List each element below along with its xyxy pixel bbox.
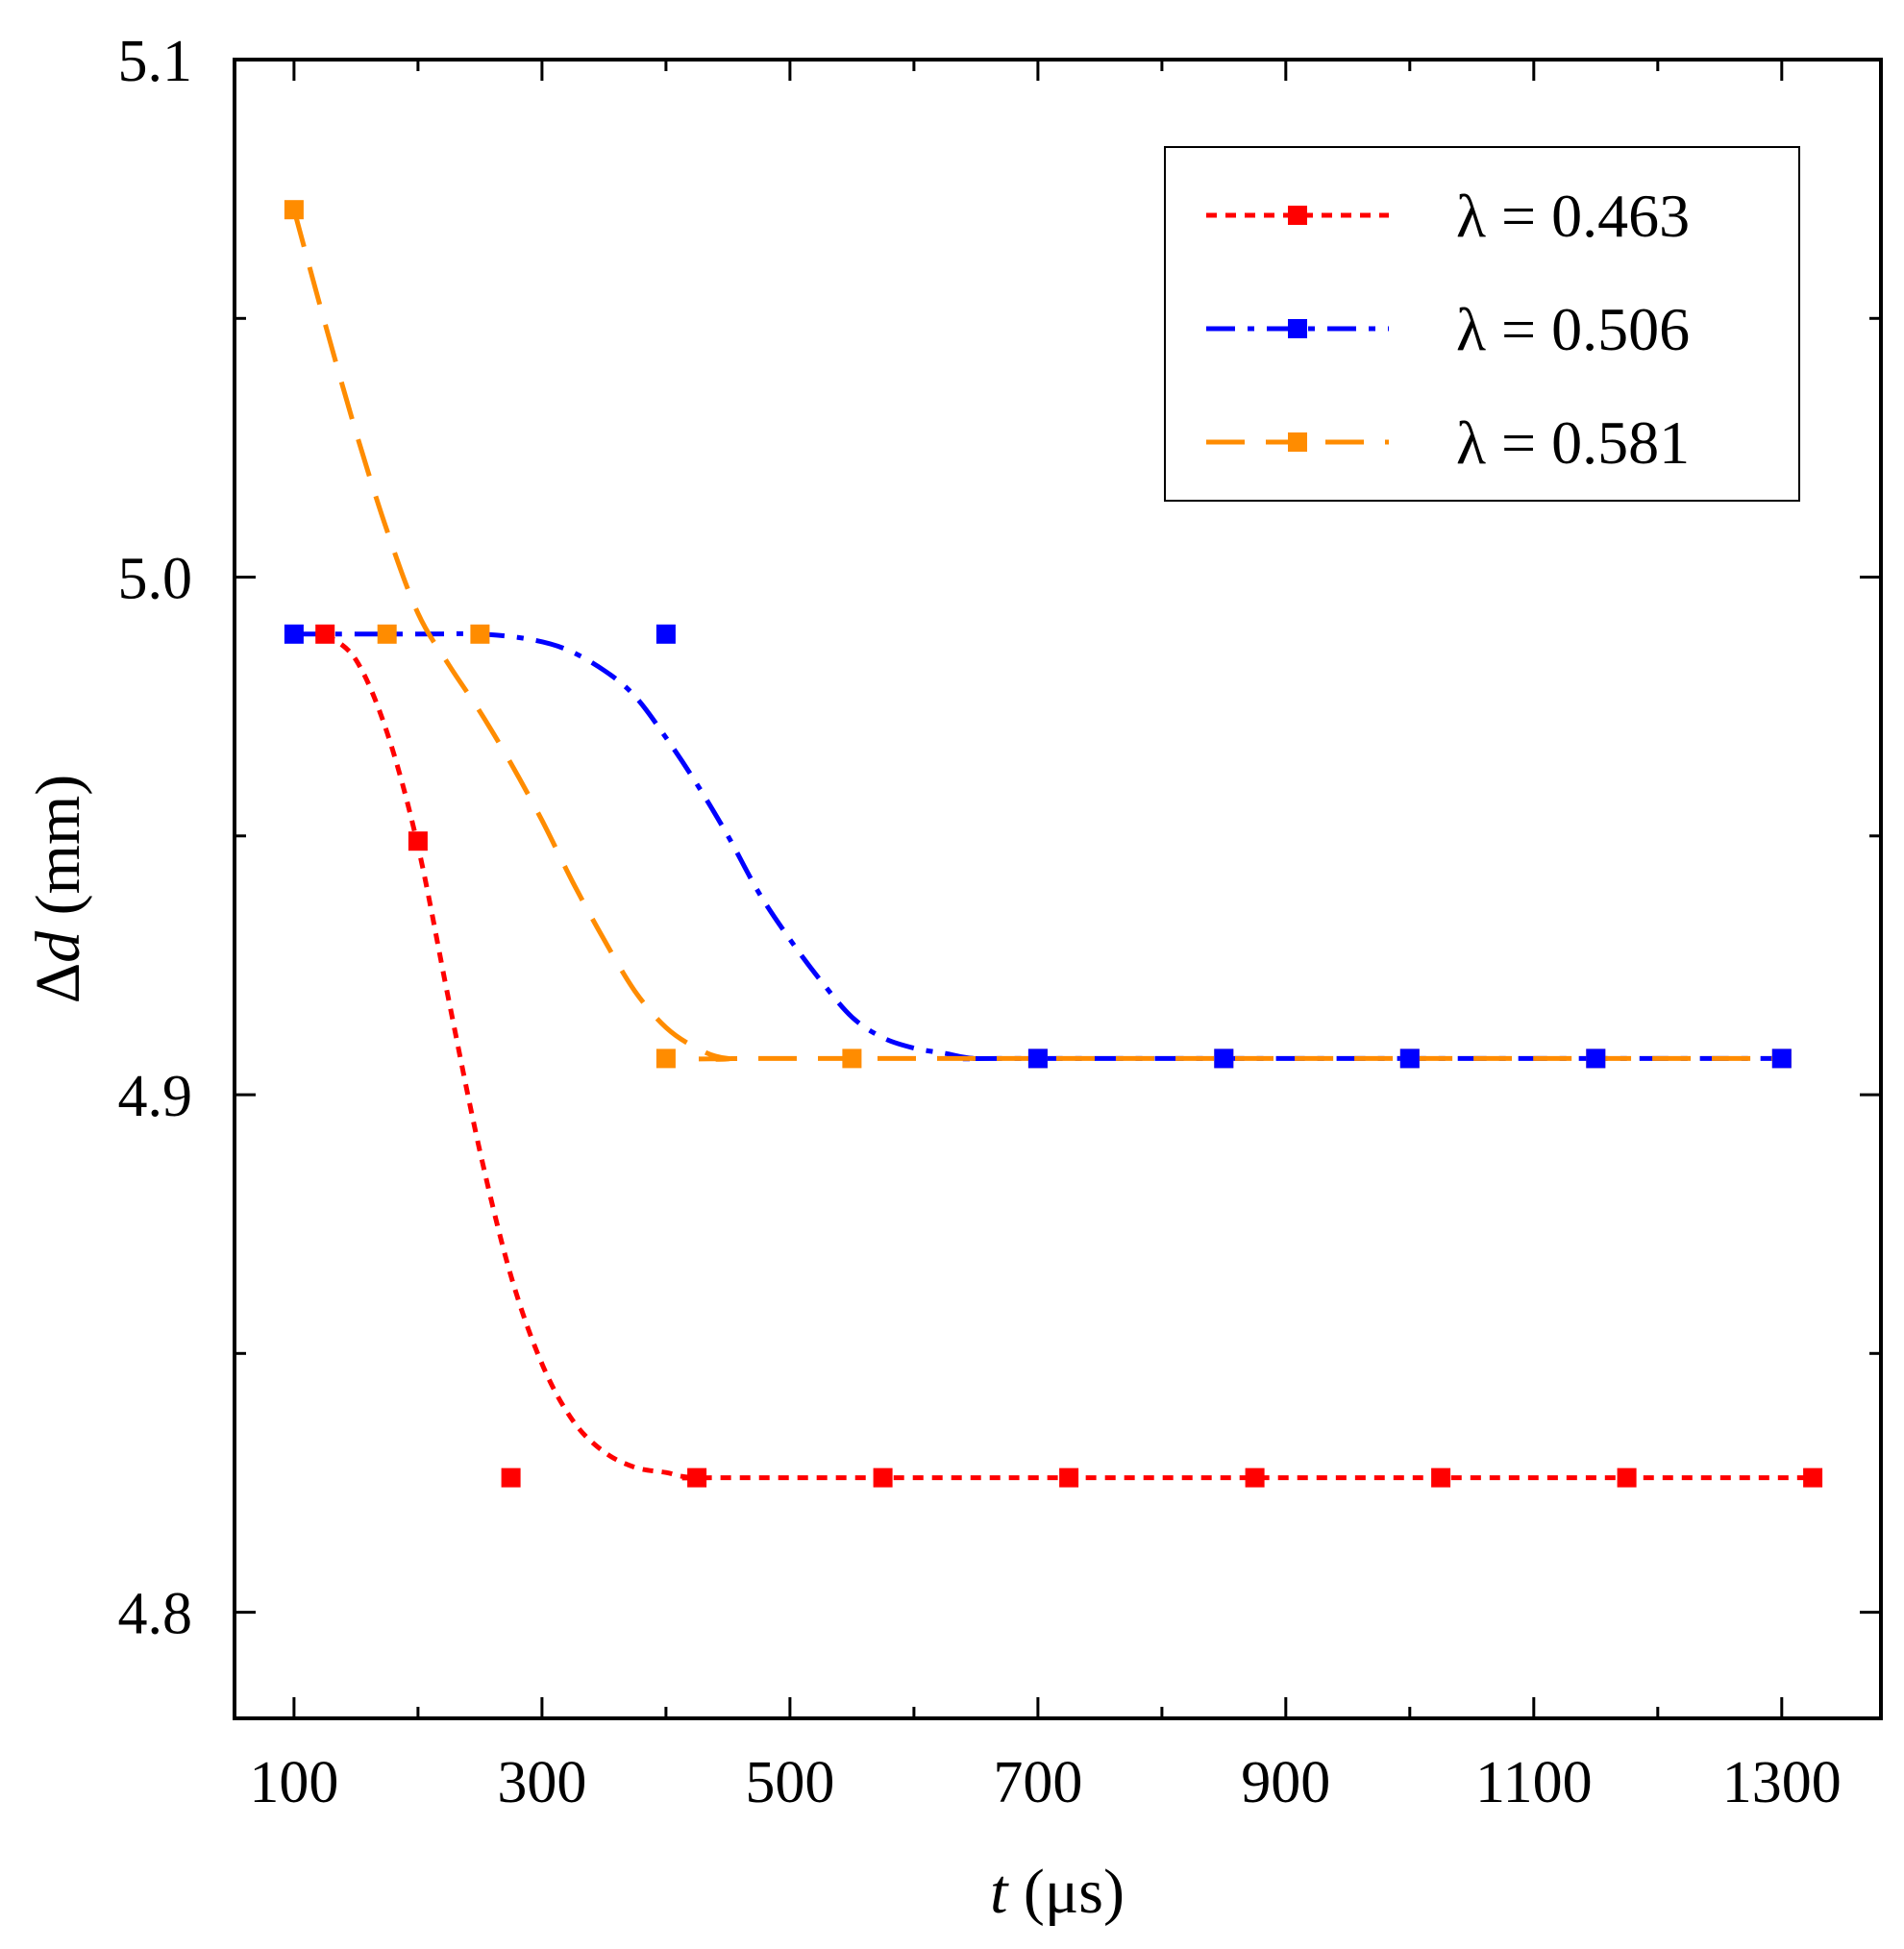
x-tick-label: 700 — [993, 1750, 1082, 1815]
x-tick-label: 900 — [1241, 1750, 1330, 1815]
series-2-point — [1771, 1049, 1792, 1069]
x-axis-title: t (μs) — [990, 1857, 1125, 1927]
series-1-point — [408, 831, 428, 851]
series-1-point — [687, 1468, 707, 1488]
plot-frame — [233, 58, 1883, 1720]
series-2-point — [1027, 1049, 1048, 1069]
legend-label-3: λ = 0.581 — [1456, 408, 1690, 477]
series-3-point — [842, 1049, 862, 1069]
legend-marker-3 — [1288, 432, 1307, 452]
series-1-point — [1431, 1468, 1451, 1488]
x-tick-label: 1300 — [1722, 1750, 1842, 1815]
legend-label-2: λ = 0.506 — [1456, 295, 1690, 363]
y-tick-label: 5.1 — [118, 29, 193, 94]
y-tick-label: 5.0 — [118, 547, 193, 612]
y-tick-label: 4.9 — [118, 1064, 193, 1129]
x-axis-title-unit: (μs) — [1007, 1857, 1125, 1927]
y-axis-title-symbol: d — [23, 930, 93, 963]
y-axis-title: Δd (mm) — [23, 775, 93, 1004]
x-tick-label: 300 — [497, 1750, 586, 1815]
series-3-point — [284, 200, 304, 220]
series-2-point — [1586, 1049, 1606, 1069]
series-3-point — [377, 624, 397, 644]
series-1-point — [873, 1468, 893, 1488]
tick-labels: 100 300 500 700 900 1100 1300 4.8 4.9 5.0 5.1 — [118, 29, 1842, 1815]
series-1-point — [315, 624, 335, 644]
series-2-point — [1214, 1049, 1234, 1069]
series-1-point — [1245, 1468, 1265, 1488]
legend-marker-2 — [1288, 319, 1307, 338]
series-line-3 — [291, 209, 1782, 1062]
axis-ticks — [235, 58, 1881, 1718]
series-2-point — [1399, 1049, 1420, 1069]
series-3-point — [470, 624, 490, 644]
series-markers — [284, 200, 1823, 1488]
legend: λ = 0.463 λ = 0.506 λ = 0.581 — [1164, 146, 1800, 502]
series-1-point — [1059, 1468, 1079, 1488]
series-line-1 — [323, 631, 1814, 1481]
x-tick-label: 1100 — [1475, 1750, 1593, 1815]
legend-marker-1 — [1288, 206, 1307, 225]
series-line-2 — [293, 630, 1782, 1062]
x-tick-label: 500 — [745, 1750, 834, 1815]
series-1-point — [1617, 1468, 1637, 1488]
legend-label-1: λ = 0.463 — [1456, 182, 1690, 250]
y-tick-label: 4.8 — [118, 1582, 193, 1647]
y-axis-title-delta: Δ — [23, 963, 93, 1003]
series-1-point — [1803, 1468, 1823, 1488]
series-curves — [291, 209, 1814, 1481]
y-axis-title-unit: (mm) — [23, 775, 93, 931]
series-2-point — [284, 624, 304, 644]
series-3-point — [655, 1049, 676, 1069]
x-tick-label: 100 — [249, 1750, 338, 1815]
series-2-point — [655, 624, 676, 644]
series-1-point — [501, 1468, 521, 1488]
x-axis-title-symbol: t — [990, 1857, 1009, 1927]
